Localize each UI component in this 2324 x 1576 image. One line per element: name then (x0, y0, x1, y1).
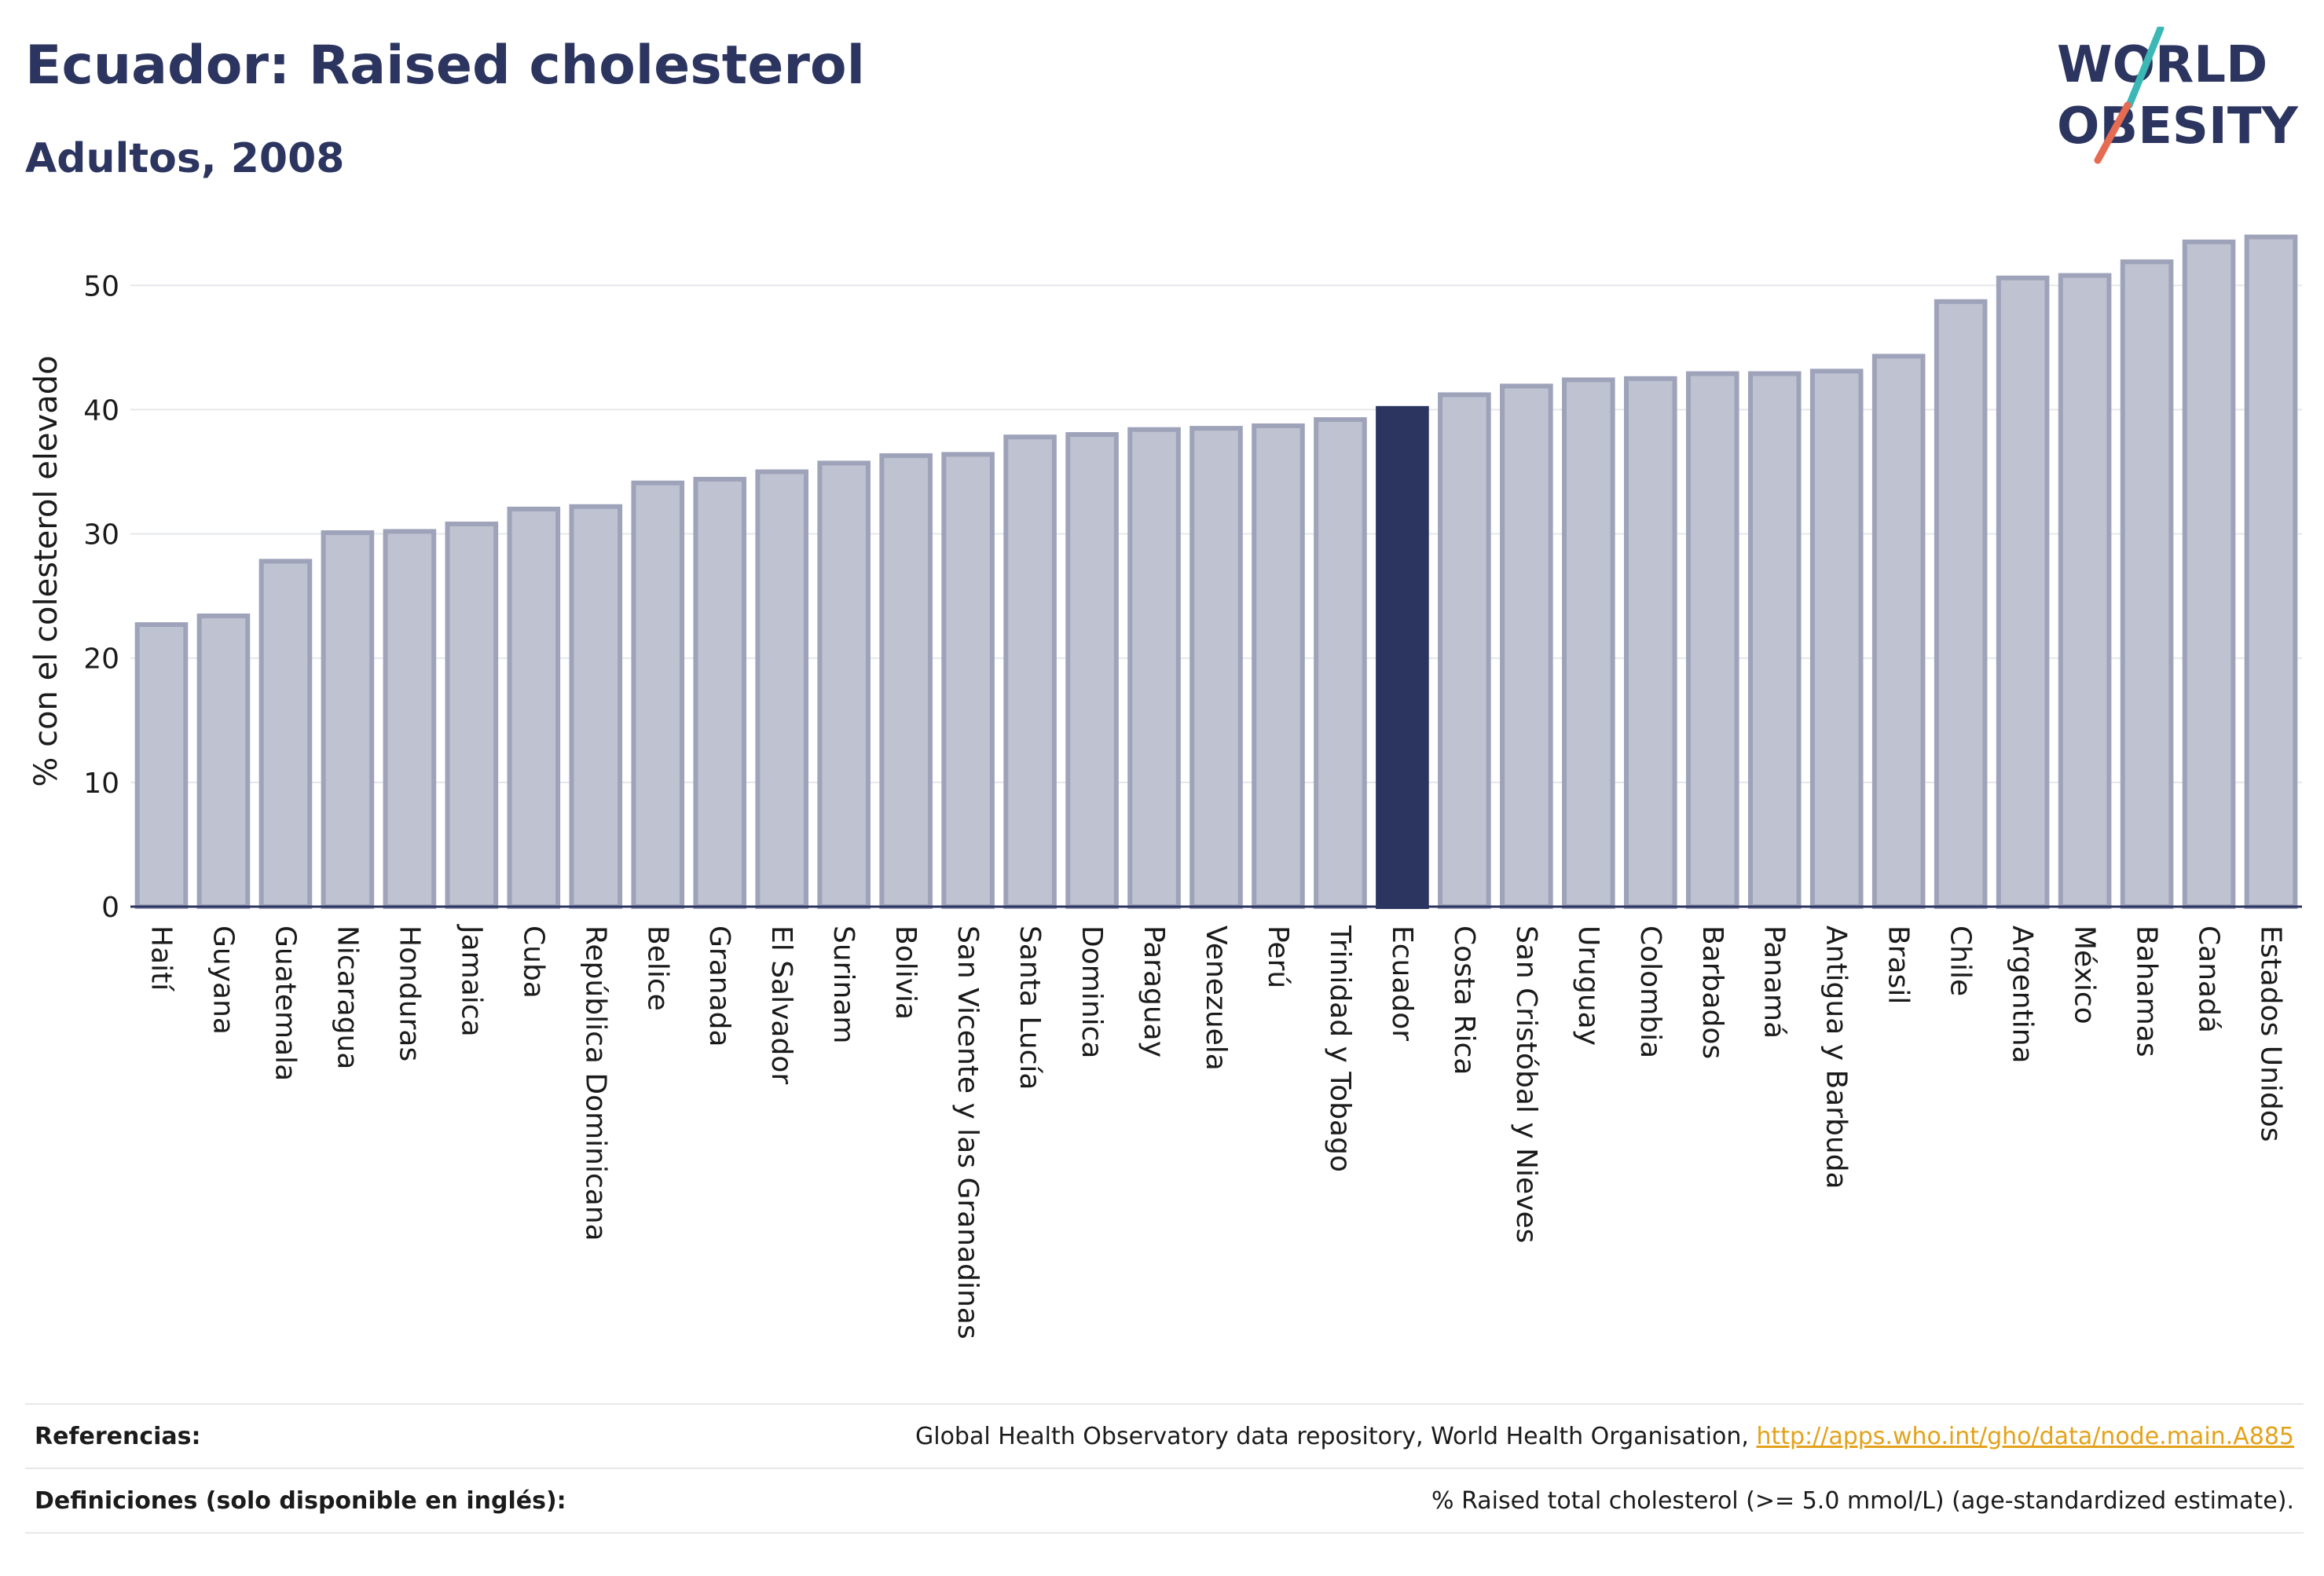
x-tick-label: Argentina (2007, 925, 2039, 1064)
x-tick-label: San Vicente y las Granadinas (951, 925, 984, 1340)
x-tick-label: Belice (641, 925, 673, 1011)
bar (1438, 392, 1491, 909)
bar (569, 504, 623, 909)
y-tick-label: 40 (83, 394, 119, 427)
y-tick-label: 0 (101, 892, 119, 924)
bar (196, 613, 251, 910)
bar (631, 480, 685, 909)
x-tick-label: Paraguay (1138, 925, 1170, 1057)
bar (321, 530, 375, 909)
bar (879, 453, 933, 909)
x-tick-label: Trinidad y Tobago (1324, 925, 1356, 1172)
bar (1562, 377, 1615, 909)
bar (1809, 368, 1864, 909)
bar (1747, 371, 1802, 909)
x-tick-label: Haití (145, 925, 177, 991)
references-value: Global Health Observatory data repositor… (915, 1423, 2294, 1450)
bar (1189, 426, 1243, 909)
world-obesity-logo: WORLD OBESITY (2057, 27, 2298, 164)
x-tick-label: Venezuela (1200, 925, 1232, 1071)
bar (258, 559, 313, 909)
chart-footer: Referencias: Global Health Observatory d… (25, 1403, 2304, 1534)
bar (1252, 423, 1305, 909)
bar (1500, 383, 1553, 909)
x-tick-label: Brasil (1882, 925, 1915, 1004)
x-tick-label: República Dominicana (579, 925, 611, 1241)
bar (755, 469, 808, 909)
bar (2244, 234, 2298, 909)
bar-highlight (1376, 405, 1429, 909)
bar (2182, 239, 2236, 909)
bar (1996, 275, 2050, 909)
x-tick-label: Perú (1262, 925, 1294, 988)
x-tick-label: Jamaica (455, 924, 487, 1037)
references-text: Global Health Observatory data repositor… (915, 1422, 1749, 1450)
x-tick-label: Bolivia (889, 925, 922, 1020)
x-tick-label: San Cristóbal y Nieves (1510, 925, 1542, 1243)
bar-chart: 0 10 20 30 40 50 % con el colesterol elevado Ha… (28, 234, 2302, 1340)
bar (941, 452, 995, 909)
x-tick-label: Panamá (1758, 925, 1791, 1039)
bar (1871, 354, 1926, 910)
x-tick-label: Granada (703, 925, 735, 1047)
x-tick-label: México (2069, 925, 2101, 1024)
y-tick-label: 50 (83, 270, 119, 302)
x-tick-label: Surinam (827, 925, 860, 1043)
bar (1934, 299, 1988, 909)
bar (1065, 432, 1119, 909)
logo-line-1: WORLD (2057, 36, 2267, 94)
bar (2120, 259, 2174, 909)
x-tick-label: El Salvador (765, 925, 797, 1084)
x-tick-label: Canadá (2193, 925, 2225, 1033)
bar (507, 506, 561, 909)
x-tick-label: Chile (1945, 925, 1977, 996)
bar (693, 476, 747, 909)
definitions-row: Definiciones (solo disponible en inglés)… (25, 1468, 2304, 1534)
x-tick-label: Costa Rica (1448, 925, 1480, 1075)
x-tick-label: Colombia (1634, 925, 1666, 1058)
bar (445, 521, 499, 909)
chart-title: Ecuador: Raised cholesterol (25, 35, 865, 97)
bar (1003, 434, 1057, 909)
y-axis-title: % con el colesterol elevado (28, 355, 64, 786)
x-tick-label: Guatemala (269, 925, 301, 1081)
references-link[interactable]: http://apps.who.int/gho/data/node.main.A… (1756, 1422, 2294, 1450)
references-row: Referencias: Global Health Observatory d… (25, 1403, 2304, 1468)
logo-slash-coral (2094, 101, 2132, 164)
bar (1624, 376, 1677, 909)
bar (134, 622, 189, 910)
logo-line-2: OBESITY (2057, 97, 2298, 156)
x-tick-label: Bahamas (2131, 925, 2163, 1057)
y-tick-label: 10 (83, 768, 119, 800)
x-tick-label: Nicaragua (331, 925, 363, 1069)
x-tick-label: Guyana (207, 925, 239, 1035)
x-tick-label: Ecuador (1386, 925, 1418, 1041)
bar (2058, 273, 2112, 909)
y-tick-label: 20 (83, 643, 119, 676)
x-tick-label: Dominica (1076, 925, 1108, 1059)
x-tick-label: Cuba (517, 925, 549, 999)
bar (383, 529, 437, 909)
x-tick-label: Honduras (393, 925, 425, 1061)
definitions-label: Definiciones (solo disponible en inglés)… (35, 1486, 566, 1515)
bar (817, 460, 871, 909)
bar (1127, 427, 1181, 909)
x-tick-label: Barbados (1696, 925, 1728, 1059)
x-tick-label: Santa Lucía (1014, 925, 1046, 1090)
x-tick-label: Uruguay (1572, 925, 1604, 1046)
bar (1314, 417, 1367, 909)
definitions-text: % Raised total cholesterol (>= 5.0 mmol/… (1431, 1486, 2294, 1515)
x-tick-label: Estados Unidos (2255, 925, 2287, 1142)
x-tick-label: Antigua y Barbuda (1820, 925, 1853, 1189)
chart-subtitle: Adultos, 2008 (25, 135, 345, 182)
bar (1685, 371, 1739, 909)
logo-slash-teal (2125, 27, 2165, 109)
references-label: Referencias: (35, 1422, 201, 1450)
y-tick-label: 30 (83, 519, 119, 552)
